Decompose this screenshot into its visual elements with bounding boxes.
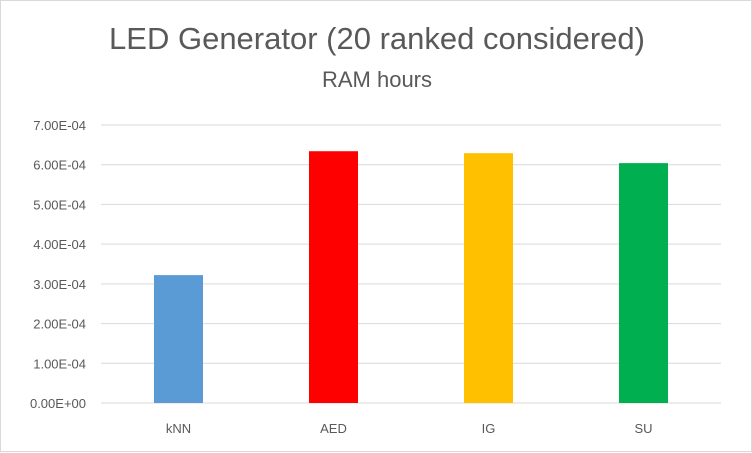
x-tick-label: IG	[482, 421, 496, 436]
x-tick-label: SU	[634, 421, 652, 436]
y-tick-label: 6.00E-04	[33, 158, 86, 173]
bar-su	[619, 163, 668, 403]
y-tick-label: 2.00E-04	[33, 317, 86, 332]
bar-ig	[464, 153, 513, 403]
y-tick-label: 5.00E-04	[33, 197, 86, 212]
y-tick-label: 4.00E-04	[33, 237, 86, 252]
y-tick-label: 7.00E-04	[33, 118, 86, 133]
bar-knn	[154, 275, 203, 403]
x-tick-label: AED	[320, 421, 347, 436]
chart-title: LED Generator (20 ranked considered)	[109, 21, 645, 56]
x-tick-label: kNN	[166, 421, 191, 436]
y-tick-label: 0.00E+00	[30, 396, 86, 411]
bar-aed	[309, 151, 358, 403]
y-tick-label: 3.00E-04	[33, 277, 86, 292]
y-tick-label: 1.00E-04	[33, 356, 86, 371]
chart-subtitle: RAM hours	[321, 67, 433, 92]
